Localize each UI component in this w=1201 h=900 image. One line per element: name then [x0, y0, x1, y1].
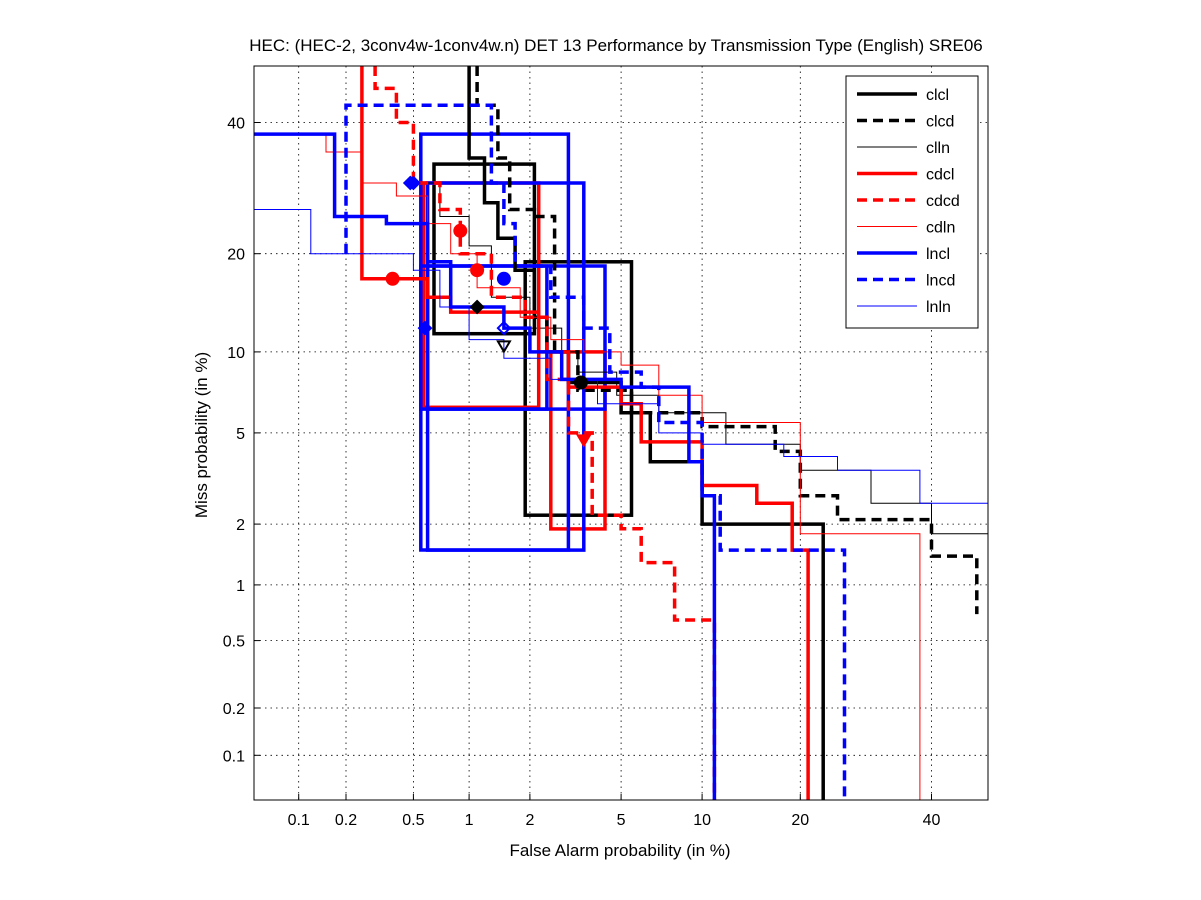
axis-ticks: 0.1 0.2 0.5 1 2 5 10 20 40 0.1 0.2 0.5 1 2 5 10 20 40	[223, 116, 941, 830]
lncd-confidence-box	[425, 181, 586, 552]
legend-box	[845, 75, 979, 329]
x-axis-label: False Alarm probability (in %)	[509, 841, 730, 860]
y-tick-label: 0.2	[223, 701, 245, 718]
series-lncd-curve	[344, 103, 847, 800]
x-tick-label: 0.2	[335, 812, 357, 829]
series-lncd-actual-marker	[402, 175, 418, 191]
series-clcl-actual-marker	[573, 375, 588, 390]
legend-label-cdcd: cdcd	[926, 193, 960, 210]
series-cdcd-actual-marker	[576, 434, 592, 448]
legend-label-clcl: clcl	[926, 87, 949, 104]
series-lncl-min-marker	[417, 320, 433, 336]
series-clcl-min-marker	[469, 299, 485, 315]
y-tick-label: 20	[227, 247, 245, 264]
legend-label-lncl: lncl	[926, 246, 950, 263]
y-tick-label: 1	[236, 578, 245, 595]
y-tick-label: 40	[227, 116, 245, 133]
series-cdcl-actual-marker	[385, 271, 400, 286]
x-tick-label: 10	[693, 812, 711, 829]
series-cdcl-min-marker	[470, 263, 485, 278]
series-cdcl-curve	[360, 66, 810, 800]
lncd-min-cost-box	[419, 264, 607, 411]
legend-label-clcd: clcd	[926, 114, 954, 131]
y-tick-label: 5	[236, 426, 245, 443]
x-tick-label: 1	[465, 812, 474, 829]
series-lnln-min-marker	[496, 320, 512, 336]
series-lncl-curve	[254, 132, 717, 800]
legend-label-cdcl: cdcl	[926, 167, 954, 184]
y-tick-label: 0.5	[223, 634, 245, 651]
series-cdcd-min-marker	[453, 223, 468, 238]
series-lnln-curve	[254, 209, 988, 504]
x-tick-label: 2	[525, 812, 534, 829]
operating-point-markers	[385, 175, 592, 448]
y-tick-label: 10	[227, 345, 245, 362]
y-tick-label: 2	[236, 517, 245, 534]
x-tick-label: 20	[791, 812, 809, 829]
legend: clcl clcd clln cdcl cdcd cdln lncl lncd lnln	[845, 75, 979, 329]
y-axis-label: Miss probability (in %)	[192, 352, 211, 518]
x-tick-label: 5	[617, 812, 626, 829]
x-tick-label: 0.1	[288, 812, 310, 829]
series-cdcd-curve	[373, 66, 717, 800]
legend-label-cdln: cdln	[926, 220, 955, 237]
series-lncd-min-marker	[496, 271, 511, 286]
series-cdln-curve	[254, 133, 921, 800]
chart-title: HEC: (HEC-2, 3conv4w-1conv4w.n) DET 13 P…	[249, 36, 983, 55]
legend-label-clln: clln	[926, 140, 950, 157]
series-clln-min-marker	[496, 340, 512, 354]
x-tick-label: 40	[923, 812, 941, 829]
y-tick-label: 0.1	[223, 748, 245, 765]
series-clcd-curve	[475, 66, 979, 615]
det-curves	[254, 66, 988, 800]
legend-label-lncd: lncd	[926, 273, 955, 290]
legend-label-lnln: lnln	[926, 299, 951, 316]
x-tick-label: 0.5	[402, 812, 424, 829]
